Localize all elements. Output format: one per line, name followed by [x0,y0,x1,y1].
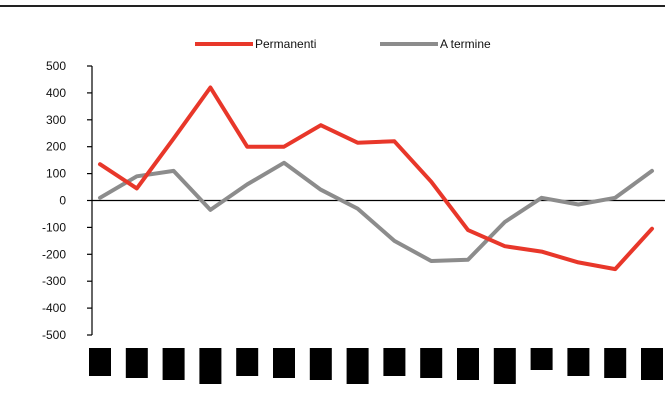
y-tick-label: -300 [42,274,66,288]
x-label-redaction [309,348,332,380]
x-label-redaction [530,348,553,370]
x-label-redaction [89,348,111,376]
y-tick-label: 400 [46,86,66,100]
x-label-redaction [604,348,627,378]
x-label-redaction [641,348,663,380]
x-label-redaction [273,348,295,378]
y-tick-label: -500 [42,328,66,342]
x-label-redaction [236,348,259,376]
legend-label: A termine [440,37,491,51]
x-label-redaction [420,348,443,378]
y-tick-label: 0 [59,194,66,208]
y-tick-label: 100 [46,167,66,181]
series-lines [98,85,654,272]
series-line-0 [98,85,654,272]
series-line-1 [98,160,654,263]
legend: Permanenti A termine [195,37,491,51]
x-label-redaction [199,348,222,384]
x-label-redactions [89,348,663,384]
y-tick-label: -100 [42,220,66,234]
x-label-redaction [493,348,516,384]
x-label-redaction [457,348,479,380]
y-axis: 500 400 300 200 100 0 -100 -200 -300 -400 -500 [42,59,93,342]
x-label-redaction [346,348,369,384]
legend-label: Permanenti [255,37,316,51]
y-tick-label: -200 [42,247,66,261]
x-label-redaction [567,348,590,376]
y-tick-label: 200 [46,140,66,154]
y-tick-label: -400 [42,301,66,315]
x-label-redaction [162,348,185,380]
y-tick-label: 300 [46,113,66,127]
x-label-redaction [125,348,148,378]
y-tick-label: 500 [46,59,66,73]
x-label-redaction [383,348,406,376]
